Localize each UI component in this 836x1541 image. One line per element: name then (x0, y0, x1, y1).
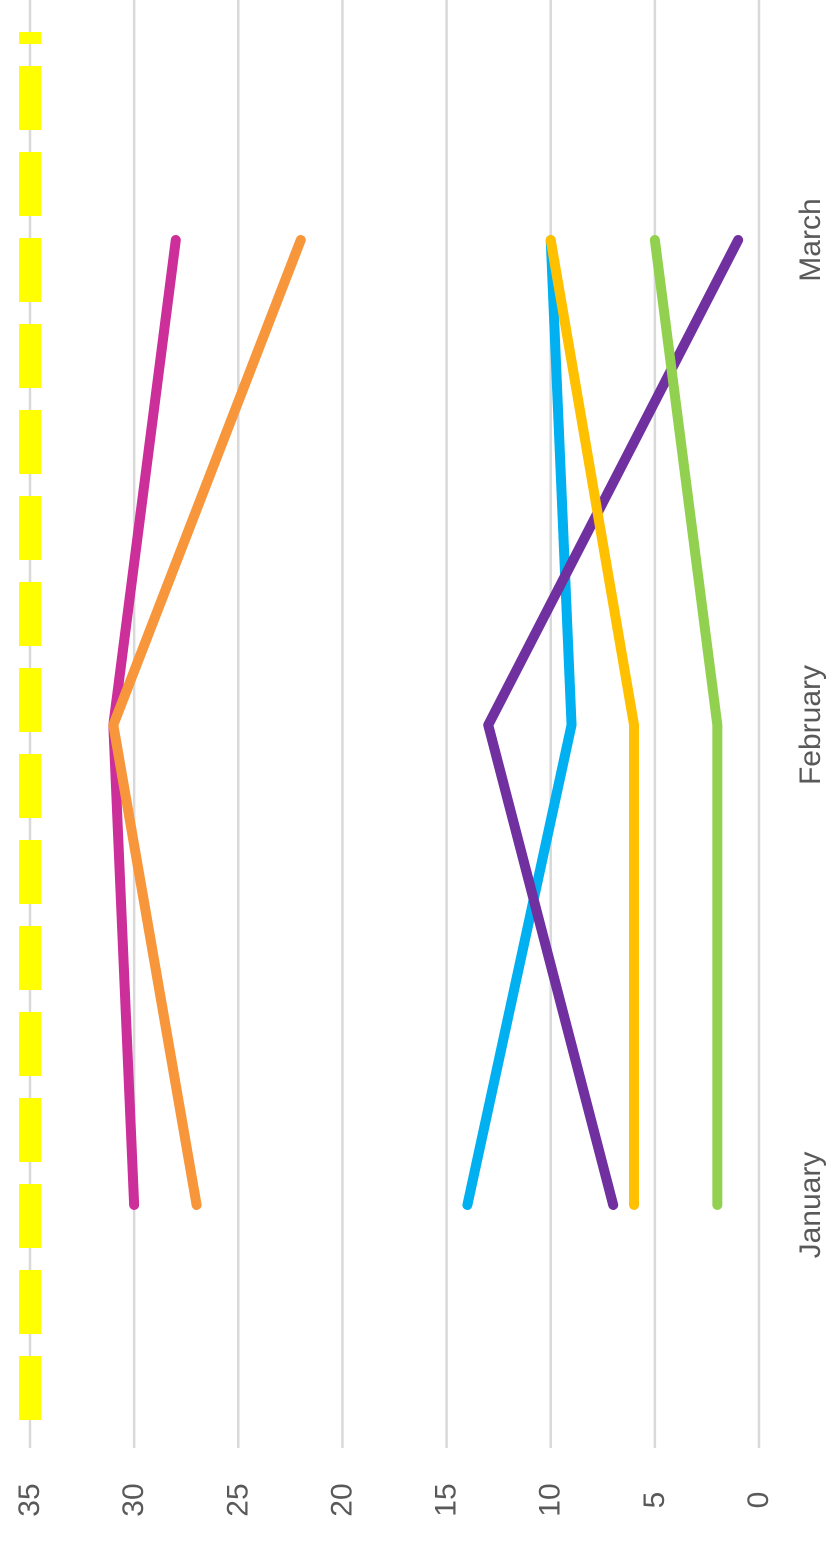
value-tick-label: 20 (325, 1483, 358, 1516)
value-tick-label: 0 (742, 1492, 775, 1509)
category-label-january: January (794, 1152, 827, 1259)
value-tick-label: 5 (638, 1492, 671, 1509)
value-tick-label: 25 (221, 1483, 254, 1516)
series-line-5 (545, 235, 640, 1210)
value-axis-tick-labels: 0 5 10 15 20 25 30 35 (13, 1483, 775, 1516)
category-label-february: February (794, 665, 827, 785)
series-line-2 (108, 235, 306, 1210)
value-tick-label: 15 (430, 1483, 463, 1516)
category-axis-labels: January February March (794, 198, 827, 1258)
series-line-6 (649, 235, 723, 1210)
series-lines (19, 32, 744, 1420)
series-line-4 (483, 235, 744, 1210)
gridlines (28, 0, 761, 1448)
category-label-march: March (794, 198, 827, 281)
value-tick-label: 35 (13, 1483, 46, 1516)
value-tick-label: 30 (117, 1483, 150, 1516)
series-line-1 (108, 235, 181, 1210)
value-tick-label: 10 (534, 1483, 567, 1516)
series-line-3 (462, 235, 577, 1210)
